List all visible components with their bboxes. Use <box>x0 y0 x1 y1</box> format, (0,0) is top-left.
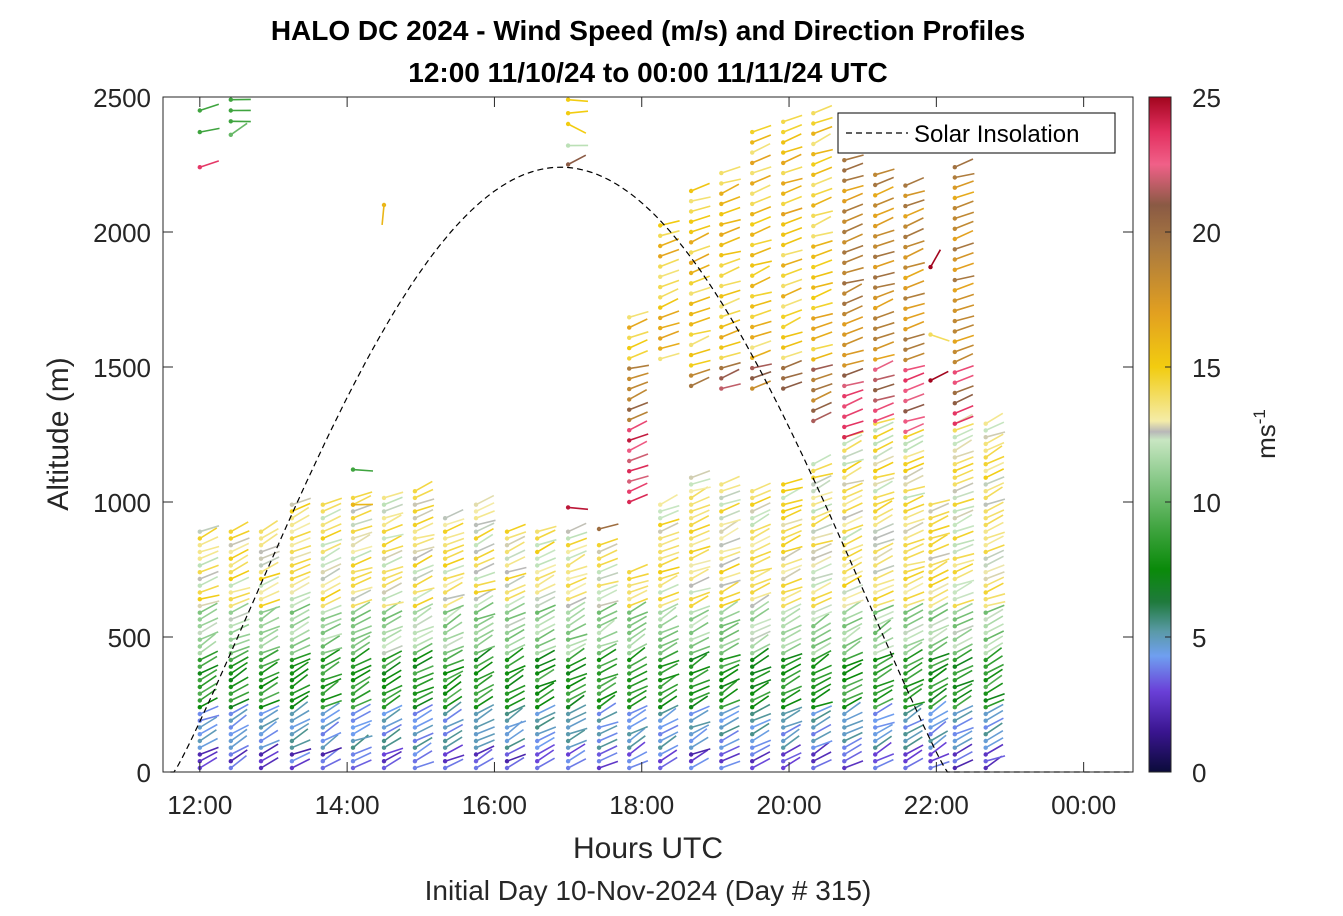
legend: Solar Insolation <box>838 113 1115 153</box>
x-tick-label: 00:00 <box>1051 790 1116 820</box>
y-tick-label: 0 <box>137 758 151 788</box>
footer-day-label: Initial Day 10-Nov-2024 (Day # 315) <box>425 875 872 906</box>
x-tick-label: 12:00 <box>167 790 232 820</box>
x-tick-label: 14:00 <box>315 790 380 820</box>
y-axis-label: Altitude (m) <box>42 357 75 510</box>
chart-title-line2: 12:00 11/10/24 to 00:00 11/11/24 UTC <box>408 57 887 88</box>
colorbar-gradient <box>1149 97 1171 772</box>
legend-label: Solar Insolation <box>914 121 1079 148</box>
y-tick-label: 1000 <box>93 488 151 518</box>
x-tick-label: 22:00 <box>904 790 969 820</box>
colorbar-label: ms-1 <box>1250 409 1281 459</box>
colorbar-ticks: 0 5 10 15 20 25 <box>1165 83 1221 788</box>
y-tick-label: 2000 <box>93 218 151 248</box>
colorbar-tick-label: 10 <box>1192 488 1221 518</box>
x-tick-label: 18:00 <box>609 790 674 820</box>
y-tick-label: 1500 <box>93 353 151 383</box>
colorbar-tick-label: 0 <box>1192 758 1206 788</box>
colorbar-tick-label: 20 <box>1192 218 1221 248</box>
y-tick-label: 2500 <box>93 83 151 113</box>
chart-title-line1: HALO DC 2024 - Wind Speed (m/s) and Dire… <box>271 15 1025 46</box>
y-tick-label: 500 <box>108 623 151 653</box>
colorbar-tick-label: 15 <box>1192 353 1221 383</box>
colorbar-tick-label: 25 <box>1192 83 1221 113</box>
colorbar-tick-label: 5 <box>1192 623 1206 653</box>
x-tick-label: 20:00 <box>757 790 822 820</box>
colorbar: 0 5 10 15 20 25 ms-1 <box>1149 83 1281 788</box>
colorbar-unit-exponent: -1 <box>1250 409 1269 424</box>
colorbar-unit: ms <box>1251 424 1281 459</box>
x-tick-label: 16:00 <box>462 790 527 820</box>
x-axis-label: Hours UTC <box>573 832 723 865</box>
